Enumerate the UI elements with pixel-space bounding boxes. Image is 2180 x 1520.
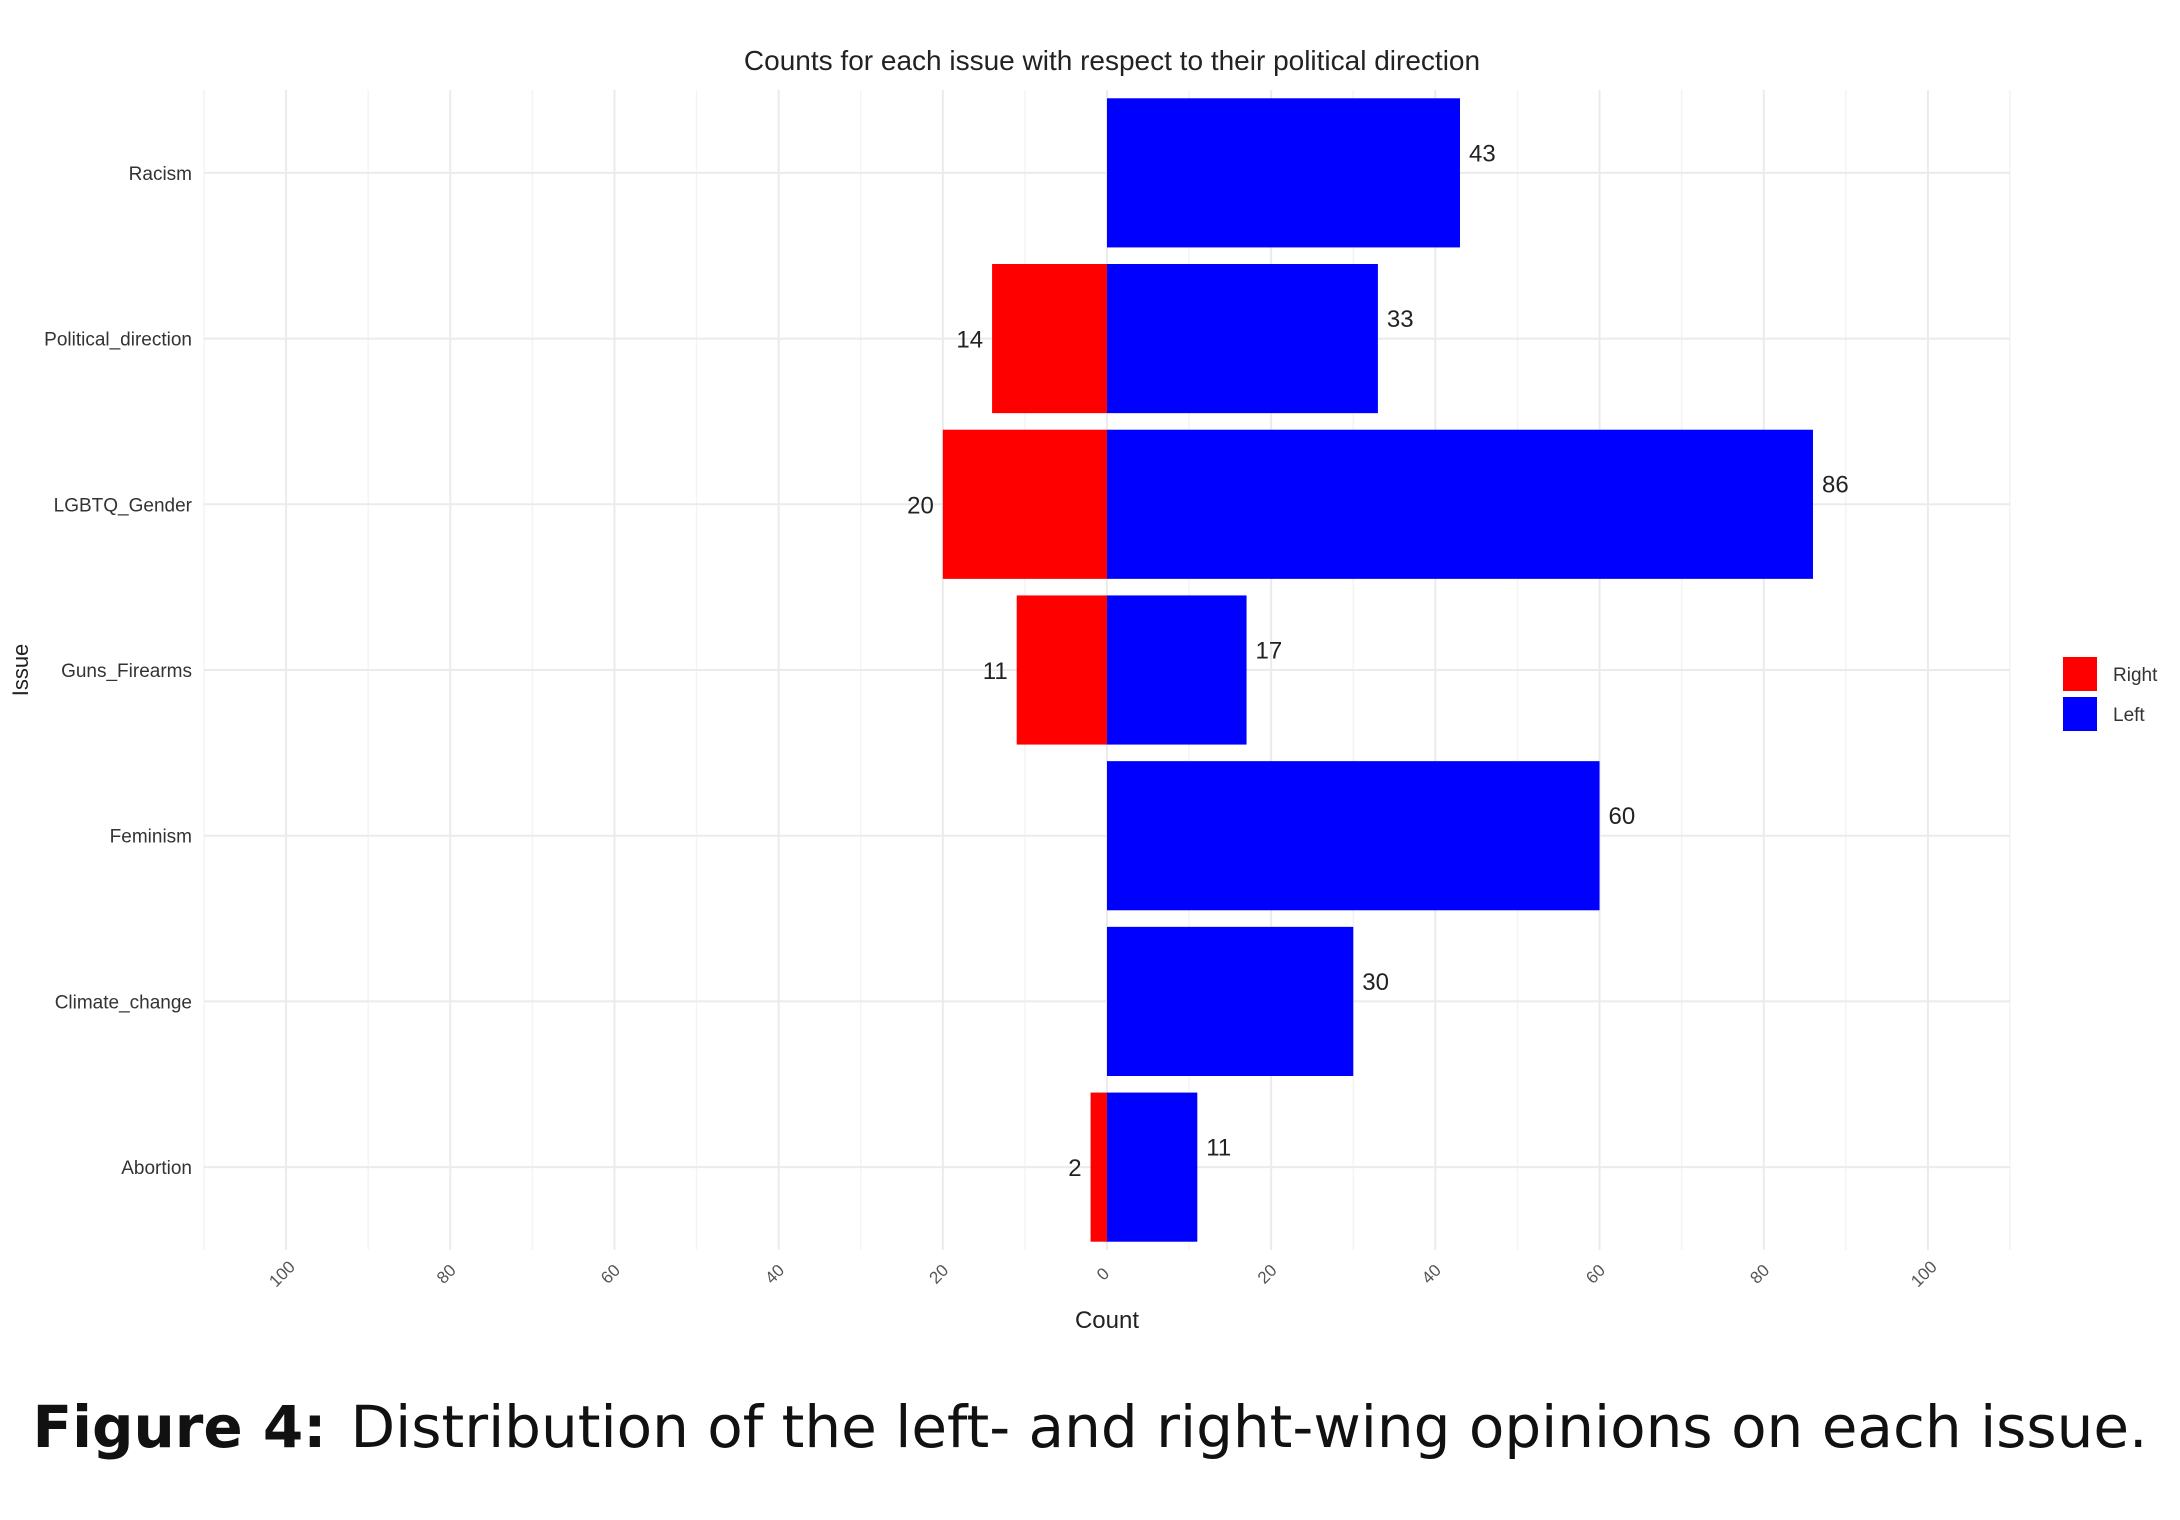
data-label-left: 33 <box>1387 306 1414 333</box>
caption-text: Distribution of the left- and right-wing… <box>350 1393 2148 1461</box>
bar-left <box>1107 926 1354 1076</box>
bar-right <box>1016 595 1107 745</box>
x-tick-label: 60 <box>597 1261 624 1288</box>
x-tick-label: 60 <box>1582 1261 1609 1288</box>
x-tick-label: 20 <box>1254 1261 1281 1288</box>
y-axis-label: Issue <box>8 644 33 697</box>
legend-label-left: Left <box>2113 705 2145 726</box>
bar-left <box>1107 595 1247 745</box>
bar-left <box>1107 1092 1198 1242</box>
y-tick-label: Feminism <box>110 827 192 848</box>
y-tick-label: LGBTQ_Gender <box>54 495 193 516</box>
data-label-right: 2 <box>1068 1155 1081 1182</box>
x-tick-label: 80 <box>1746 1261 1773 1288</box>
chart-title: Counts for each issue with respect to th… <box>744 45 1480 76</box>
legend-swatch-left <box>2063 697 2097 731</box>
bar-left <box>1107 761 1600 911</box>
data-label-left: 17 <box>1256 637 1283 664</box>
x-tick-label: 0 <box>1093 1264 1113 1284</box>
x-tick-label: 100 <box>265 1257 298 1290</box>
bar-right <box>942 429 1107 579</box>
data-label-left: 86 <box>1822 472 1849 499</box>
chart-container: Counts for each issue with respect to th… <box>8 45 2158 1334</box>
x-tick-label: 100 <box>1907 1257 1940 1290</box>
data-label-left: 11 <box>1206 1135 1231 1162</box>
data-label-left: 60 <box>1609 803 1636 830</box>
bar-chart: Counts for each issue with respect to th… <box>8 45 2158 1334</box>
legend-label-right: Right <box>2113 665 2158 686</box>
data-label-left: 30 <box>1362 969 1389 996</box>
bar-left <box>1107 98 1460 248</box>
y-tick-label: Racism <box>129 164 192 185</box>
y-tick-label: Political_direction <box>44 330 192 351</box>
figure-caption: Figure 4: Distribution of the left- and r… <box>0 1393 2180 1461</box>
caption-lead: Figure 4: <box>32 1393 327 1461</box>
x-tick-label: 20 <box>926 1261 953 1288</box>
bar-right <box>992 264 1107 414</box>
y-tick-label: Climate_change <box>55 992 192 1013</box>
data-label-right: 20 <box>907 492 934 519</box>
y-tick-label: Guns_Firearms <box>61 661 192 682</box>
legend-swatch-right <box>2063 657 2097 691</box>
x-axis-label: Count <box>1075 1307 1139 1334</box>
bar-left <box>1107 429 1813 579</box>
x-tick-label: 80 <box>433 1261 460 1288</box>
bar-right <box>1090 1092 1107 1242</box>
data-label-left: 43 <box>1469 140 1496 167</box>
x-tick-label: 40 <box>1418 1261 1445 1288</box>
x-tick-label: 40 <box>761 1261 788 1288</box>
bar-left <box>1107 264 1378 414</box>
data-label-right: 11 <box>983 658 1008 685</box>
y-tick-label: Abortion <box>121 1158 192 1179</box>
data-label-right: 14 <box>956 327 983 354</box>
